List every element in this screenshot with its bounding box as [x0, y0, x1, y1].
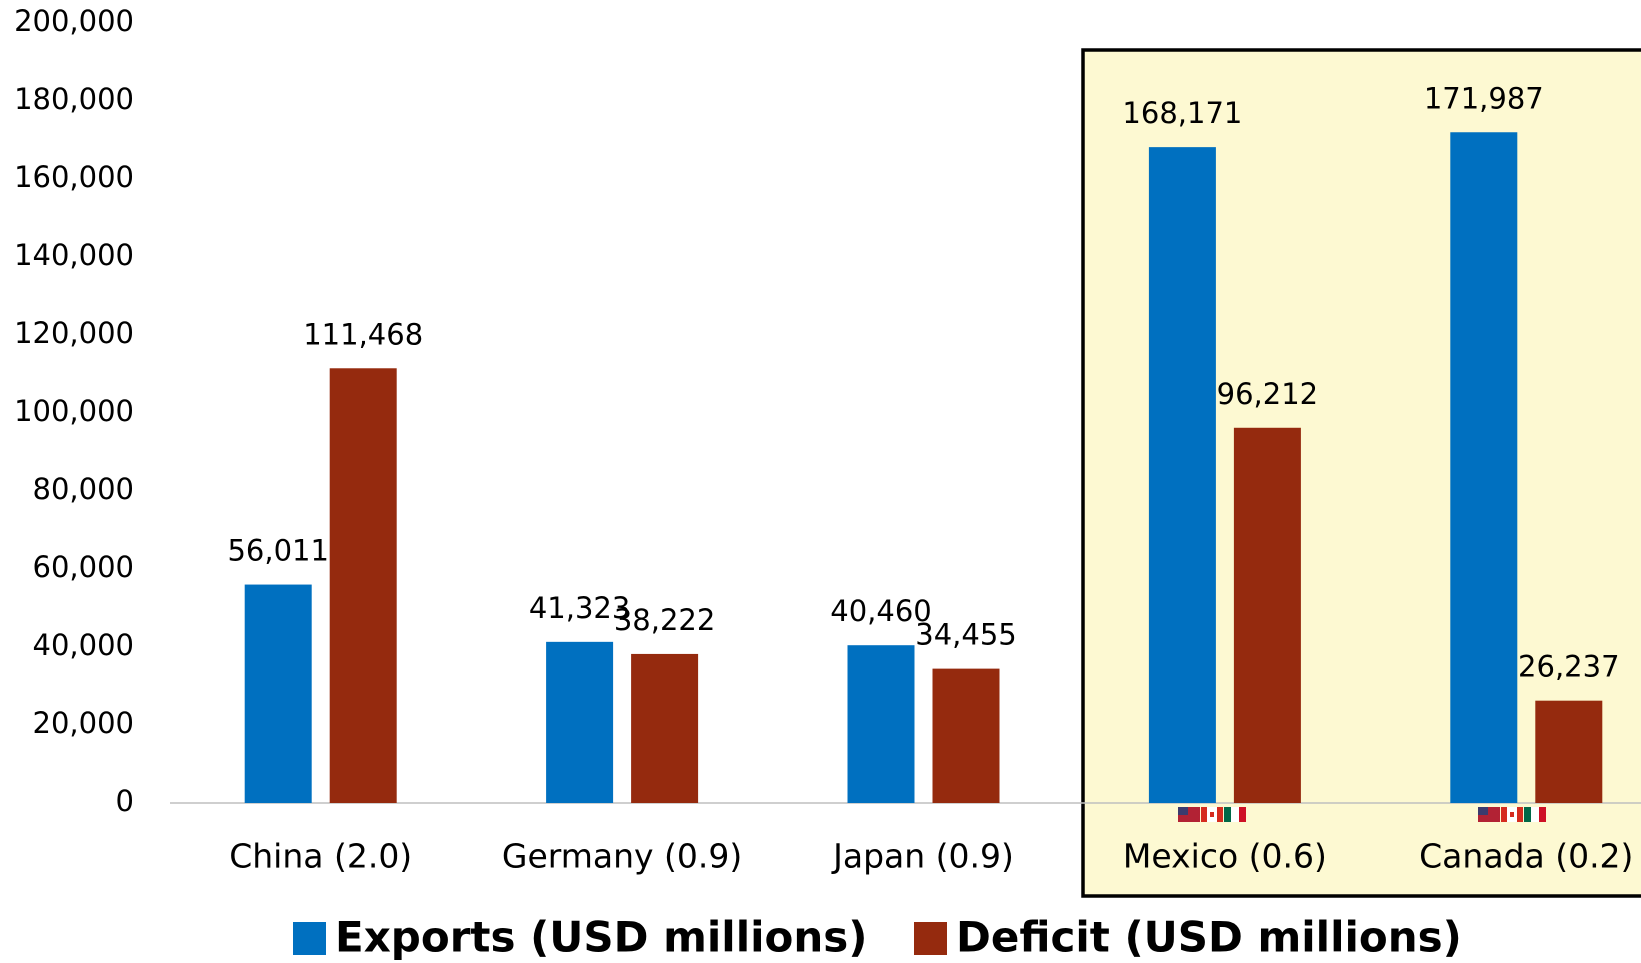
x-tick-label: Japan (0.9): [831, 837, 1014, 876]
x-tick-label: Canada (0.2): [1419, 837, 1633, 876]
flags: [1178, 807, 1546, 822]
x-tick-label: China (2.0): [229, 837, 412, 876]
bar: [631, 653, 699, 803]
legend-label: Exports (USD millions): [335, 913, 867, 962]
y-tick-label: 40,000: [33, 628, 134, 662]
bar: [1148, 147, 1216, 803]
value-label: 56,011: [227, 534, 328, 568]
bar: [847, 645, 915, 803]
y-tick-label: 200,000: [14, 4, 134, 38]
y-tick-label: 0: [116, 784, 134, 818]
bar: [244, 584, 312, 803]
value-label: 111,468: [303, 317, 423, 351]
y-tick-label: 60,000: [33, 550, 134, 584]
y-tick-label: 160,000: [14, 160, 134, 194]
value-label: 34,455: [915, 618, 1016, 652]
value-label: 96,212: [1217, 377, 1318, 411]
legend-swatch: [293, 922, 326, 955]
bar: [1450, 132, 1518, 803]
bar: [1535, 700, 1603, 803]
value-label: 38,222: [614, 603, 715, 637]
bar: [1233, 427, 1301, 803]
value-label: 168,171: [1122, 96, 1242, 130]
value-label: 41,323: [529, 591, 630, 625]
y-tick-label: 140,000: [14, 238, 134, 272]
legend-swatch: [914, 922, 947, 955]
x-tick-label: Mexico (0.6): [1123, 837, 1327, 876]
y-tick-label: 100,000: [14, 394, 134, 428]
y-tick-label: 80,000: [33, 472, 134, 506]
value-label: 26,237: [1518, 650, 1619, 684]
y-tick-label: 120,000: [14, 316, 134, 350]
bar: [546, 641, 614, 803]
value-label: 171,987: [1424, 81, 1544, 115]
y-tick-label: 180,000: [14, 82, 134, 116]
legend-label: Deficit (USD millions): [956, 913, 1462, 962]
y-tick-label: 20,000: [33, 706, 134, 740]
bar: [932, 668, 1000, 803]
bar: [329, 368, 397, 803]
value-label: 40,460: [830, 594, 931, 628]
x-tick-label: Germany (0.9): [502, 837, 742, 876]
